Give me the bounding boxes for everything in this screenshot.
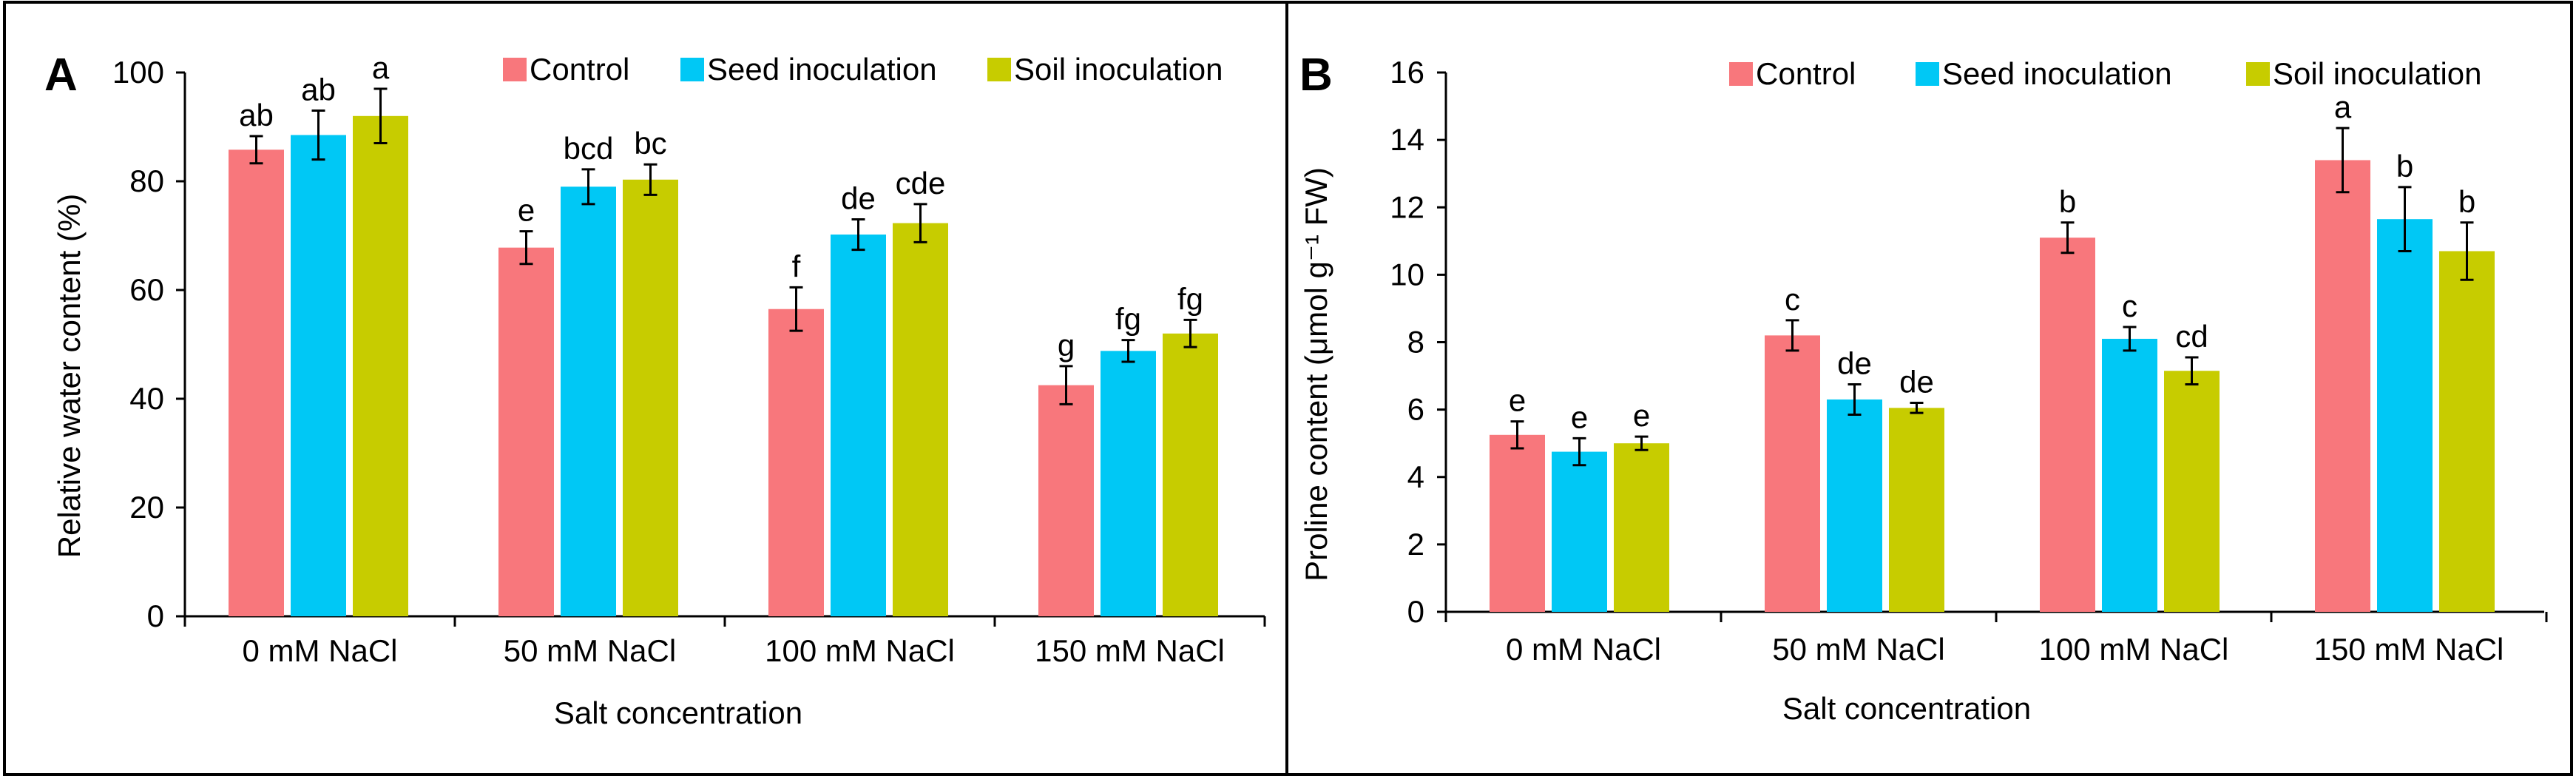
panel-b-label: B xyxy=(1299,50,1333,101)
bar-seed xyxy=(2102,338,2157,612)
x-axis-label: Salt concentration xyxy=(1782,691,2031,726)
panel-b: B Proline content (μmol g⁻¹ FW) Salt con… xyxy=(1285,1,2573,776)
y-tick-label: 12 xyxy=(1390,189,1424,224)
x-tick-label: 100 mM NaCl xyxy=(765,633,955,668)
significance-letter: de xyxy=(841,181,876,215)
bar-soil xyxy=(2439,251,2495,612)
plot-area: 0 2 4 6 8 10 12 14 16 0 mM NaCl 50 mM NaCl 100 mM N… xyxy=(1390,55,2548,667)
significance-letter: de xyxy=(1837,346,1872,380)
legend-swatch-seed xyxy=(680,58,704,81)
x-tick-label: 100 mM NaCl xyxy=(2039,632,2229,667)
y-tick-label: 100 xyxy=(112,55,164,90)
significance-letter: de xyxy=(1899,365,1934,400)
significance-letter: ab xyxy=(239,98,274,132)
legend-swatch-soil xyxy=(2246,62,2270,86)
bar-control xyxy=(1038,385,1094,616)
significance-letter: cde xyxy=(896,166,946,200)
legend: Control Seed inoculation Soil inoculatio… xyxy=(1729,56,2482,91)
bar-soil xyxy=(1889,408,1944,612)
y-tick-label: 20 xyxy=(129,490,164,525)
significance-letter: b xyxy=(2458,184,2475,219)
x-axis-label: Salt concentration xyxy=(554,695,802,730)
bar-seed xyxy=(1101,351,1156,616)
legend-swatch-control xyxy=(1729,62,1753,86)
panel-a: A Relative water content (%) Salt concen… xyxy=(3,1,1288,776)
significance-letter: b xyxy=(2059,184,2076,219)
y-tick-label: 60 xyxy=(129,272,164,307)
bar-seed xyxy=(291,135,346,616)
bar-soil xyxy=(893,223,948,617)
x-tick-label: 50 mM NaCl xyxy=(1772,632,1944,667)
legend-label-control: Control xyxy=(530,52,629,87)
y-tick-label: 2 xyxy=(1407,527,1424,562)
bar-soil xyxy=(1614,443,1669,612)
legend-label-soil: Soil inoculation xyxy=(2273,56,2482,91)
significance-letter: c xyxy=(1785,282,1800,317)
bar-soil xyxy=(623,179,678,617)
y-tick-label: 10 xyxy=(1390,257,1424,291)
significance-letter: bc xyxy=(634,126,666,161)
legend-swatch-soil xyxy=(987,58,1011,81)
bar-seed xyxy=(1827,399,1882,612)
significance-letter: e xyxy=(1509,383,1526,418)
x-tick-label: 150 mM NaCl xyxy=(2314,632,2504,667)
significance-letter: e xyxy=(1633,398,1650,433)
bar-control xyxy=(229,149,284,616)
significance-letter: b xyxy=(2396,149,2413,183)
bar-seed xyxy=(1552,451,1607,612)
panel-a-label: A xyxy=(44,50,78,101)
significance-letter: a xyxy=(372,50,390,85)
significance-letter: ab xyxy=(301,72,336,107)
y-tick-label: 0 xyxy=(1407,594,1424,629)
y-tick-label: 6 xyxy=(1407,392,1424,427)
plot-area: 0 20 40 60 80 100 0 mM NaCl 50 mM NaCl 100 mM Na… xyxy=(112,50,1266,668)
bar-seed xyxy=(831,235,886,616)
y-tick-label: 16 xyxy=(1390,55,1424,90)
legend-label-seed: Seed inoculation xyxy=(707,52,937,87)
y-axis-label: Relative water content (%) xyxy=(52,194,87,559)
legend-swatch-seed xyxy=(1916,62,1939,86)
y-tick-label: 0 xyxy=(147,599,164,633)
legend-label-seed: Seed inoculation xyxy=(1942,56,2172,91)
bar-soil xyxy=(1163,333,1218,616)
x-tick-label: 150 mM NaCl xyxy=(1035,633,1225,668)
x-tick-label: 50 mM NaCl xyxy=(504,633,676,668)
significance-letter: fg xyxy=(1177,281,1203,316)
legend-swatch-control xyxy=(503,58,527,81)
y-axis-label: Proline content (μmol g⁻¹ FW) xyxy=(1299,167,1333,582)
bar-soil xyxy=(353,115,408,617)
significance-letter: fg xyxy=(1115,302,1141,337)
legend-label-control: Control xyxy=(1756,56,1856,91)
bar-control xyxy=(768,309,824,616)
bar-control xyxy=(2040,237,2095,612)
legend: Control Seed inoculation Soil inoculatio… xyxy=(503,52,1223,87)
significance-letter: f xyxy=(792,249,801,283)
bar-control xyxy=(1490,434,1545,612)
bar-control xyxy=(1765,335,1820,612)
bar-control xyxy=(498,247,554,616)
x-tick-label: 0 mM NaCl xyxy=(1506,632,1661,667)
bar-seed xyxy=(561,186,616,617)
y-tick-label: 4 xyxy=(1407,459,1424,494)
y-tick-label: 80 xyxy=(129,164,164,198)
significance-letter: cd xyxy=(2175,319,2208,354)
significance-letter: c xyxy=(2122,289,2137,323)
bar-seed xyxy=(2377,219,2433,612)
x-tick-label: 0 mM NaCl xyxy=(242,633,397,668)
bar-control xyxy=(2315,160,2370,612)
y-tick-label: 8 xyxy=(1407,325,1424,360)
legend-label-soil: Soil inoculation xyxy=(1014,52,1223,87)
significance-letter: e xyxy=(1571,400,1588,434)
bar-soil xyxy=(2164,371,2220,612)
significance-letter: a xyxy=(2334,90,2352,124)
panel-b-frame xyxy=(1285,1,2573,776)
y-tick-label: 14 xyxy=(1390,122,1424,157)
significance-letter: g xyxy=(1058,328,1075,363)
y-tick-label: 40 xyxy=(129,381,164,416)
significance-letter: e xyxy=(518,193,535,228)
significance-letter: bcd xyxy=(564,131,614,166)
